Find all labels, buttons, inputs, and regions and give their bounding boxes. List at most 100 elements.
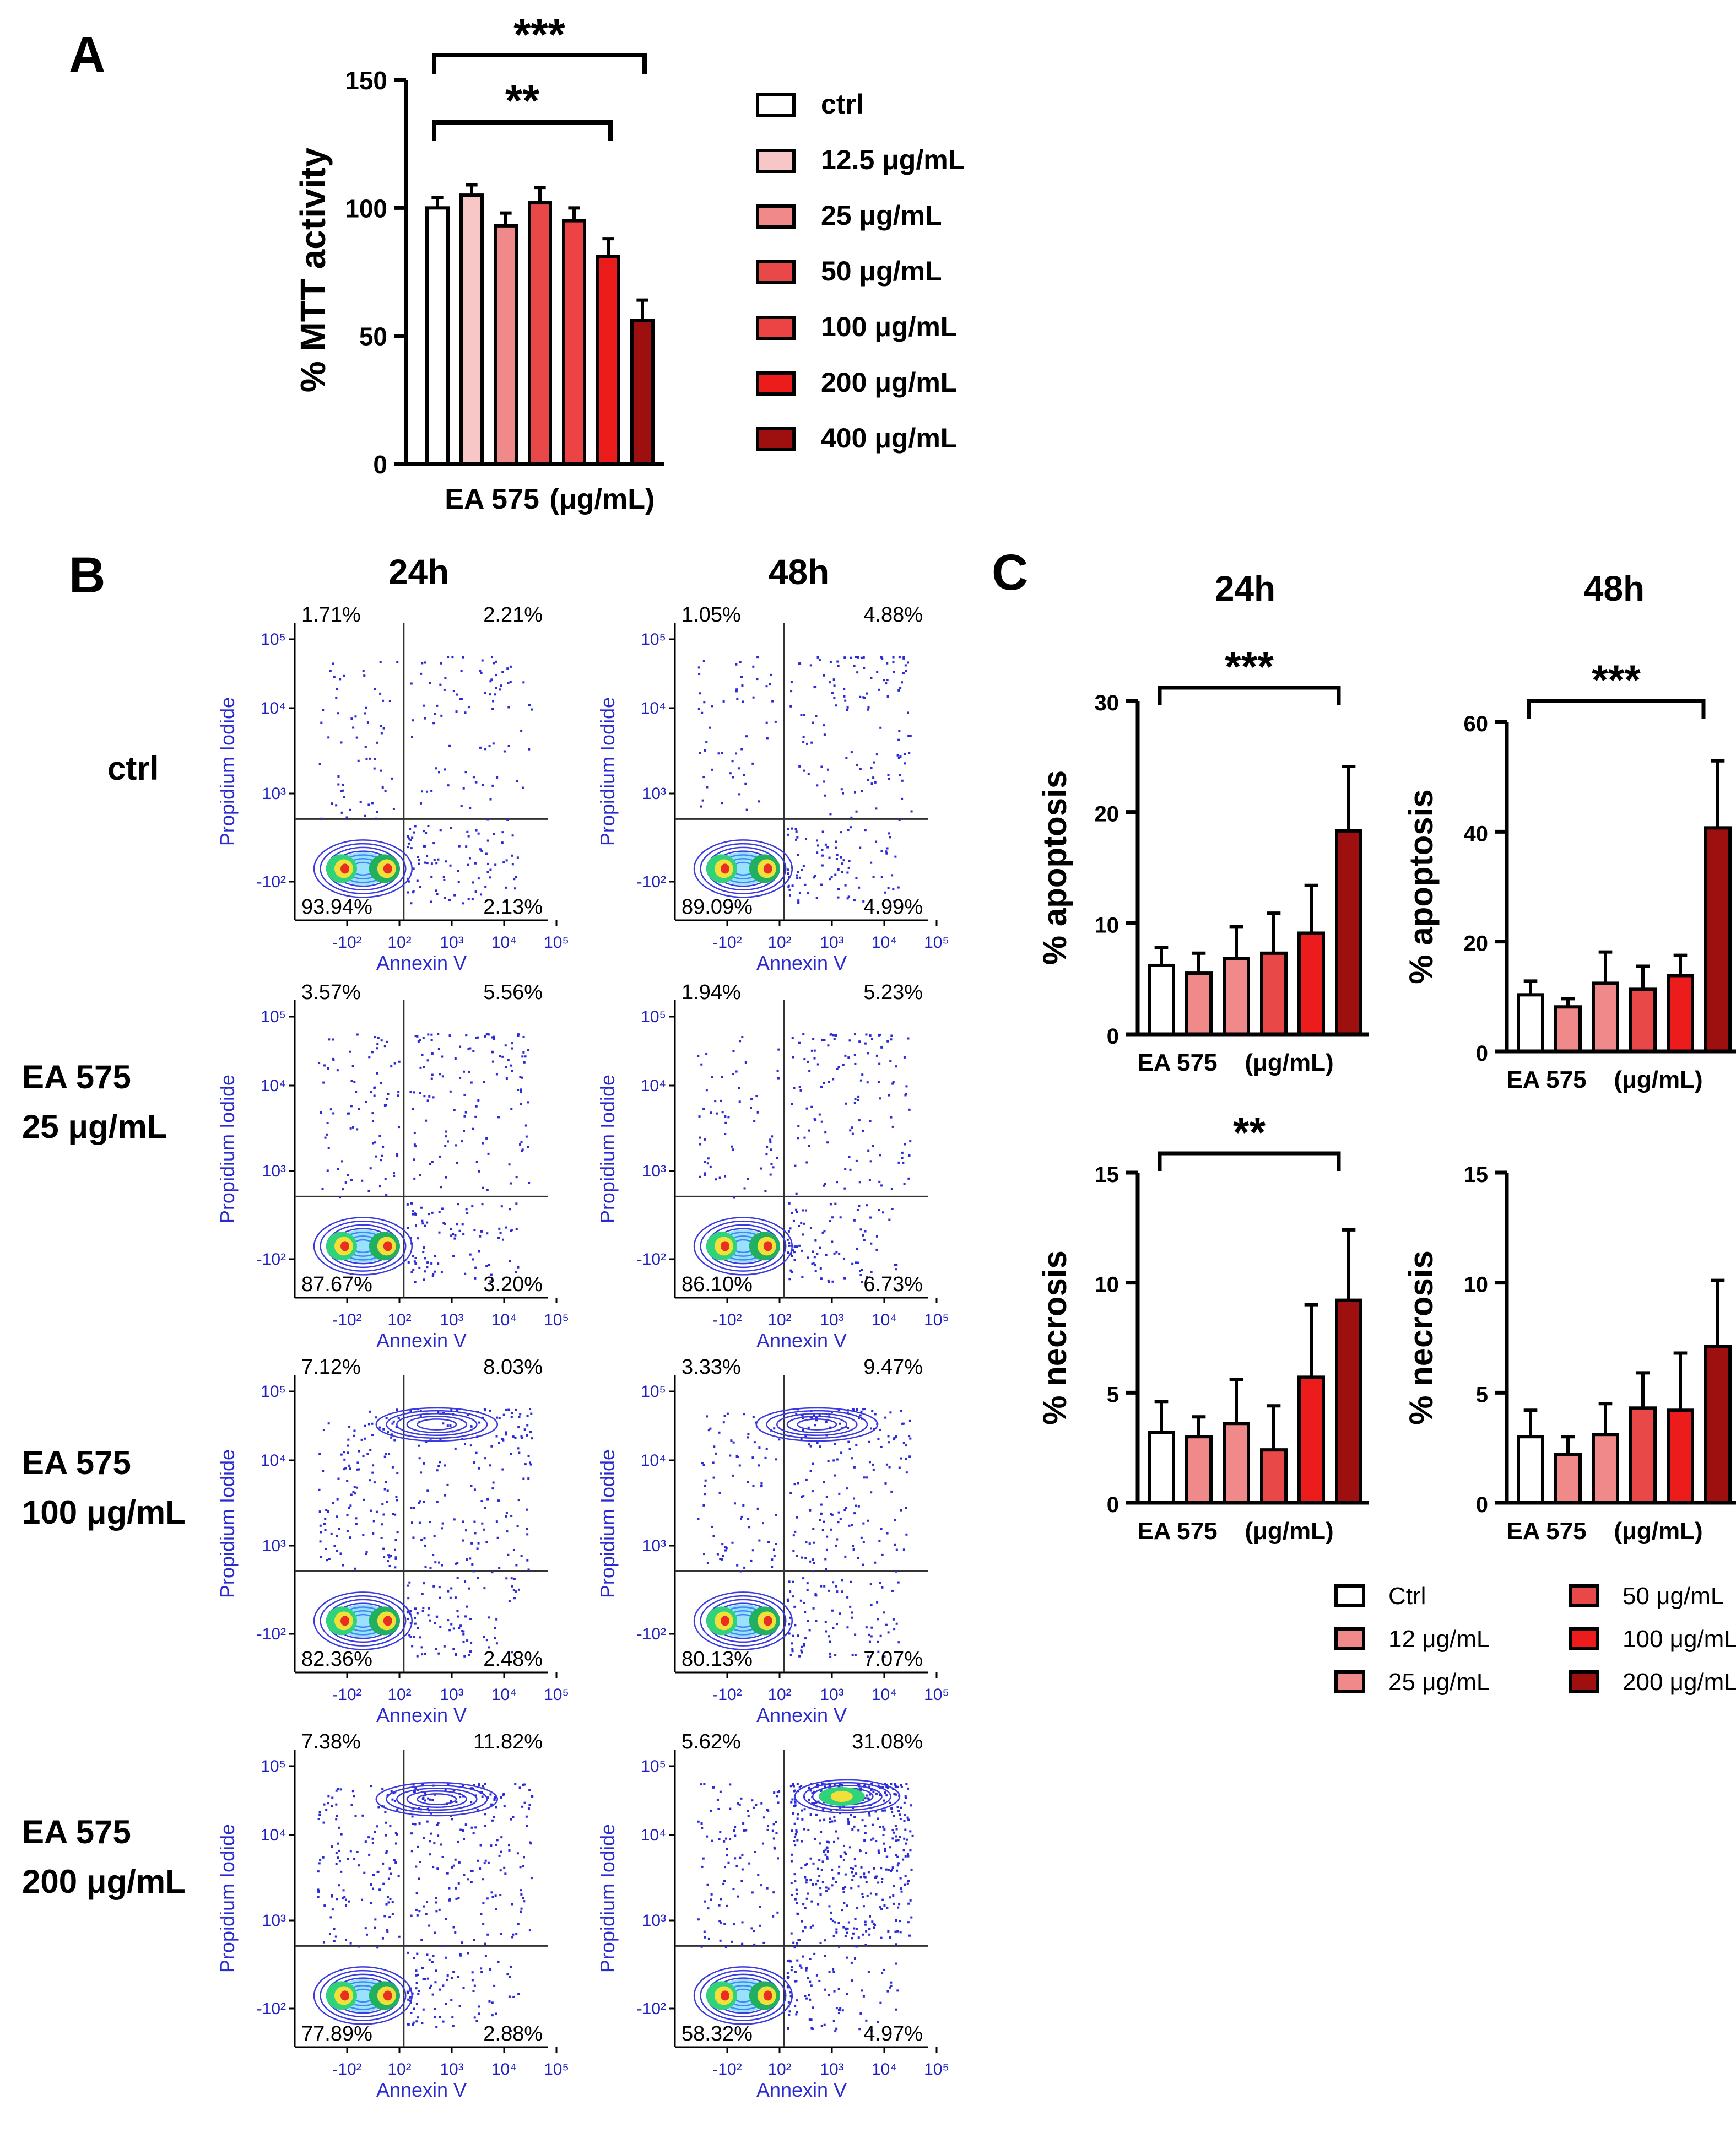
flow-dot [340,1833,343,1836]
flow-dot [756,656,759,659]
flow-dot [792,1634,794,1637]
flow-dot [448,1629,451,1632]
flow-dot [396,1499,398,1502]
flow-dot [421,1054,424,1056]
flow-x-axis-label: Annexin V [756,952,847,974]
flow-dot [786,1598,789,1601]
flow-dot [836,1590,839,1593]
flow-dot [732,1888,735,1891]
flow-dot [814,1838,816,1840]
flow-dot [468,1071,470,1073]
flow-dot [889,1986,891,1989]
flow-dot [738,1100,741,1103]
flow-dot [482,1186,484,1189]
flow-dot [794,1164,797,1167]
flow-dot [791,827,793,830]
flow-dot [418,1877,420,1880]
flow-dot [831,1884,834,1887]
flow-dot [431,1052,434,1055]
flow-dot [828,1081,831,1083]
legend-label: 12 μg/mL [1388,1626,1490,1653]
flow-dot [825,1630,828,1633]
flow-dot [851,1132,854,1135]
quadrant-ul-pct: 7.38% [301,1730,361,1753]
flow-dot [885,682,888,685]
flow-dot [837,2012,840,2015]
flow-x-tick-label: 10⁴ [872,1311,897,1329]
flow-dot [510,1416,513,1418]
flow-dot [700,1783,702,1786]
flow-dot [853,1816,856,1818]
flow-dot [845,757,848,759]
flow-dot [424,1566,427,1568]
flow-dot [331,1805,333,1807]
bar-3 [1223,957,1250,1037]
flow-dot [494,1843,497,1846]
flow-dot [488,745,491,748]
flow-dot [863,1408,866,1411]
flow-dot [434,2016,436,2018]
flow-dot [441,1855,444,1858]
flow-x-tick-label: -10² [712,1686,742,1704]
flow-dot [813,1256,816,1259]
flow-dot [720,1921,722,1924]
flow-dot [470,1881,473,1883]
flow-dot [863,1476,866,1479]
flow-dot [751,762,754,765]
flow-dot [797,871,799,873]
flow-dot [331,1894,333,1897]
flow-dot [472,1050,475,1052]
flow-dot [502,1413,505,1416]
flow-dot [495,674,497,677]
flow-dot [365,1101,367,1104]
flow-dot [800,1651,803,1654]
flow-dot [516,856,519,859]
flow-dot [498,1227,501,1230]
flow-y-axis-label: Propidium Iodide [216,1824,239,1973]
flow-dot [906,711,909,714]
flow-dot [529,1408,532,1411]
flow-dot [703,701,706,704]
bar-4 [1629,987,1657,1054]
flow-dot [901,681,904,684]
flow-dot [733,1829,735,1832]
flow-dot [823,1850,825,1853]
flow-dot [456,1162,458,1164]
flow-dot [505,1577,508,1580]
contour-ring [766,1410,868,1439]
flow-dot [519,1076,522,1078]
flow-dot [365,1553,367,1556]
flow-dot [326,1133,328,1136]
flow-dot [793,1087,796,1089]
sig-bracket [1158,686,1341,705]
flow-dot [896,754,899,757]
flow-dot [389,1825,392,1828]
flow-dot [437,1048,440,1050]
flow-dot [898,656,901,659]
flow-dot [802,741,805,743]
flow-dot [788,894,791,897]
flow-dot [432,1866,435,1869]
flow-dot [820,1869,823,1871]
flow-dot [396,661,399,663]
flow-x-tick-label: 10² [387,1686,411,1704]
flow-dot [799,1599,802,1602]
flow-dot [835,2027,838,2030]
flow-dot [850,1887,853,1890]
flow-dot [324,1529,327,1531]
flow-dot [805,1897,808,1900]
flow-dot [866,1081,869,1084]
flow-dot [846,1487,848,1490]
flow-dot [322,1941,325,1944]
flow-dot [875,840,878,843]
flow-dot [394,1566,397,1569]
flow-dot [385,1453,387,1455]
quadrant-lr-pct: 7.07% [863,1648,923,1671]
flow-dot [485,1541,488,1543]
flow-dot [485,1137,488,1140]
flow-dot [800,1840,803,1843]
flow-dot [490,678,493,681]
flow-dot [462,1633,465,1636]
flow-dot [421,1653,424,1656]
flow-y-axis-label: Propidium Iodide [596,697,619,846]
